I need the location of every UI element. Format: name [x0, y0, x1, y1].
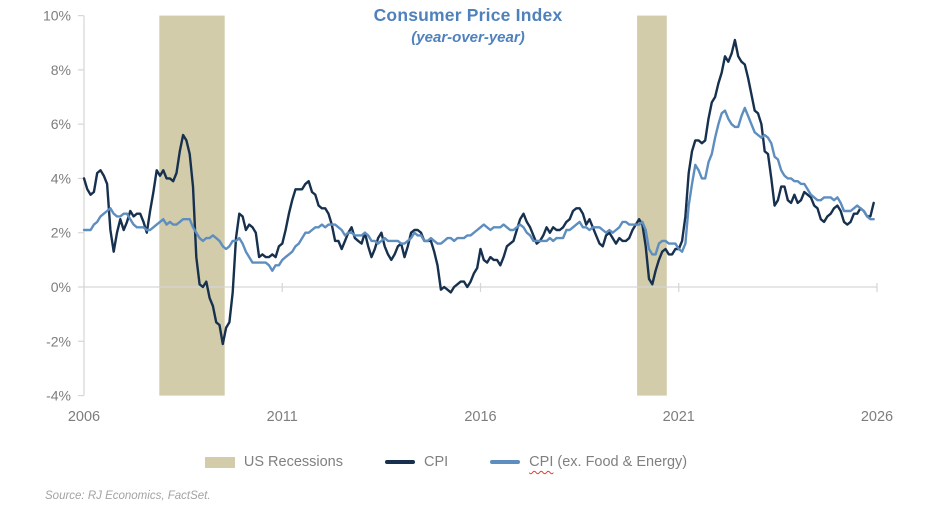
y-axis-label: 4%: [51, 170, 71, 186]
legend-label-core-cpi: CPI (ex. Food & Energy): [529, 454, 687, 470]
y-axis-label: 10%: [43, 8, 71, 24]
spellcheck-flagged-word: CPI: [529, 454, 554, 470]
y-axis-label: 0%: [51, 279, 71, 295]
recession-band: [637, 15, 667, 396]
y-axis-label: 6%: [51, 116, 71, 132]
core-cpi-line: [82, 106, 875, 272]
x-axis-label: 2026: [861, 409, 893, 425]
legend-item-cpi: CPI: [385, 454, 448, 470]
x-axis-label: 2016: [464, 409, 496, 425]
x-axis-label: 2021: [663, 409, 695, 425]
y-axis-label: -4%: [46, 388, 71, 404]
y-axis-label: 8%: [51, 62, 71, 78]
x-axis-label: 2011: [267, 409, 298, 425]
recession-band-swatch: [204, 456, 235, 468]
cpi-line-chart-plot: 10% 8% 6% 4% 2% 0% -2% -4% 2006 2011 2016 2021 2026: [43, 8, 893, 425]
cpi-line-swatch: [385, 460, 415, 464]
source-note: Source: RJ Economics, FactSet.: [45, 490, 211, 502]
legend-item-core-cpi: CPI (ex. Food & Energy): [490, 454, 687, 470]
core-cpi-line-swatch: [490, 460, 521, 464]
recession-band: [159, 15, 225, 396]
y-axis-label: 2%: [51, 225, 71, 241]
cpi-line: [82, 38, 875, 346]
chart-legend: US Recessions CPI CPI (ex. Food & Energy…: [0, 450, 914, 474]
legend-label-cpi: CPI: [424, 454, 449, 470]
legend-item-us-recessions: US Recessions: [204, 454, 343, 470]
legend-label-core-cpi-rest: (ex. Food & Energy): [553, 454, 688, 470]
x-axis-label: 2006: [68, 409, 100, 425]
legend-label-us-recessions: US Recessions: [243, 454, 343, 470]
y-axis-label: -2%: [46, 333, 71, 349]
